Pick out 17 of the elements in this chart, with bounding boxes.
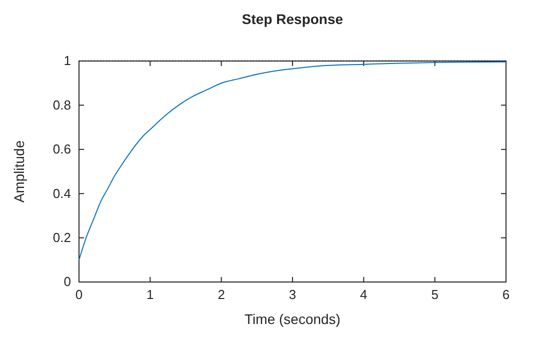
x-tick-label: 2 [218,287,225,302]
x-tick-label: 0 [75,287,83,302]
x-axis-title: Time (seconds) [244,311,340,327]
y-tick-label: 0.4 [52,186,71,201]
x-tick-label: 5 [431,287,438,302]
y-tick-label: 0.6 [52,142,71,157]
y-tick-label: 0 [64,274,71,290]
x-tick-label: 1 [146,287,154,302]
y-tick-label: 1 [64,53,71,68]
x-tick-label: 3 [288,287,296,302]
x-tick-label: 6 [502,287,510,302]
y-tick-label: 0.2 [52,230,71,245]
line-series [78,61,506,260]
x-tick-label: 4 [360,287,368,302]
y-tick-label: 0.8 [52,97,71,112]
y-axis-title: Amplitude [11,140,27,203]
chart-title: Step Response [242,11,344,27]
